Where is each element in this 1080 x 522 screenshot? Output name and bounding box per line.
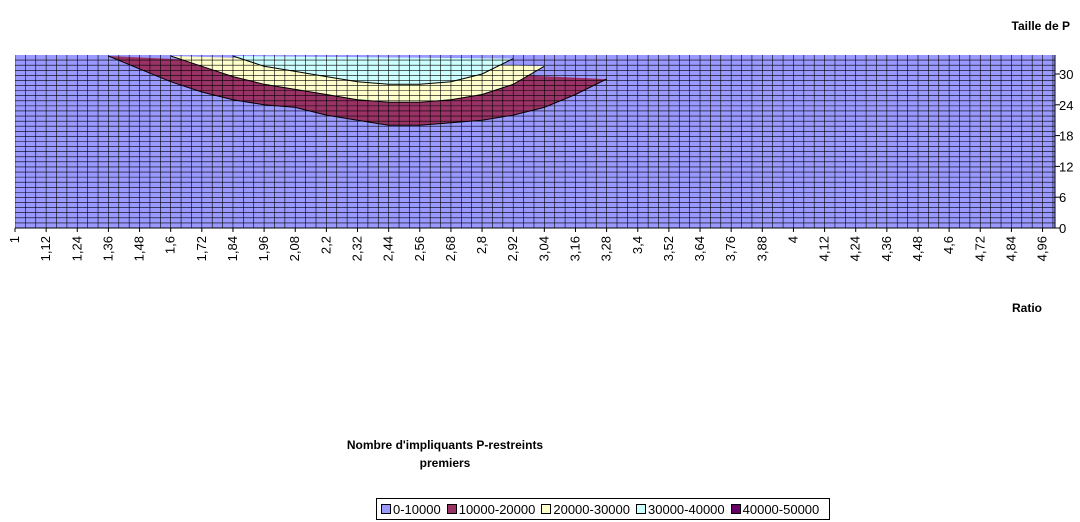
- x-tick-label: 1: [7, 236, 22, 243]
- x-tick-label: 4,48: [910, 236, 925, 261]
- legend-label: 40000-50000: [742, 501, 820, 517]
- x-tick-label: 2,44: [381, 236, 396, 261]
- x-tick-label: 3,28: [599, 236, 614, 261]
- legend-label: 10000-20000: [458, 501, 536, 517]
- y-tick-label: 12: [1059, 159, 1073, 174]
- x-tick-label: 4,36: [879, 236, 894, 261]
- legend-label: 0-10000: [393, 501, 441, 517]
- legend-swatch: [636, 504, 646, 514]
- legend: 0-10000 10000-20000 20000-30000 30000-40000…: [376, 498, 831, 520]
- legend-item: 10000-20000: [446, 501, 536, 517]
- x-tick-label: 4,12: [817, 236, 832, 261]
- x-tick-label: 4,72: [972, 236, 987, 261]
- y-tick-label: 30: [1059, 67, 1073, 82]
- x-tick-label: 3,64: [692, 236, 707, 261]
- x-tick-label: 3,04: [536, 236, 551, 261]
- legend-item: 20000-30000: [541, 502, 630, 517]
- legend-swatch: [381, 504, 391, 514]
- legend-item: 40000-50000: [730, 501, 820, 517]
- legend-title: Nombre d'impliquants P-restreints premie…: [346, 438, 544, 470]
- legend-label: 20000-30000: [553, 501, 630, 517]
- x-tick-label: 4: [785, 236, 800, 243]
- x-tick-label: 3,88: [754, 236, 769, 261]
- x-tick-label: 3,4: [630, 236, 645, 254]
- y-tick-label: 6: [1059, 190, 1066, 205]
- legend-swatch: [730, 504, 741, 514]
- x-tick-label: 1,72: [194, 236, 209, 261]
- legend-swatch: [446, 504, 457, 514]
- legend-item: 0-10000: [381, 502, 441, 517]
- y-axis-title: Taille de P: [1012, 19, 1070, 33]
- x-tick-label: 3,52: [661, 236, 676, 261]
- legend-label: 30000-40000: [648, 501, 725, 517]
- x-tick-label: 2,8: [474, 236, 489, 254]
- x-tick-label: 2,68: [443, 236, 458, 261]
- x-tick-label: 4,96: [1035, 236, 1050, 261]
- x-tick-label: 2,92: [505, 236, 520, 261]
- x-tick-label: 1,36: [100, 236, 115, 261]
- band-boundary: [232, 55, 514, 85]
- x-tick-label: 1,84: [225, 236, 240, 261]
- x-tick-label: 3,16: [567, 236, 582, 261]
- legend-item: 30000-40000: [636, 502, 725, 517]
- x-tick-label: 4,24: [848, 236, 863, 261]
- x-tick-label: 2,32: [350, 236, 365, 261]
- x-tick-label: 2,2: [318, 236, 333, 254]
- x-tick-label: 1,96: [256, 236, 271, 261]
- plot-area: [15, 55, 1055, 228]
- x-tick-label: 3,76: [723, 236, 738, 261]
- x-tick-label: 4,6: [941, 236, 956, 254]
- axes: 0 6 12 18 24 30 1 1,12 1,24 1,36 1,48 1,6 1,72 1,84 1,…: [7, 55, 1073, 261]
- legend-swatch: [541, 504, 552, 514]
- x-tick-label: 1,6: [163, 236, 178, 254]
- x-tick-label: 1,12: [38, 236, 53, 261]
- x-tick-label: 4,84: [1003, 236, 1018, 261]
- y-tick-label: 0: [1059, 221, 1066, 236]
- x-tick-label: 2,08: [287, 236, 302, 261]
- x-tick-label: 2,56: [412, 236, 427, 261]
- x-tick-label: 1,48: [132, 236, 147, 261]
- y-tick-label: 18: [1059, 129, 1073, 144]
- y-tick-label: 24: [1059, 98, 1073, 113]
- x-tick-label: 1,24: [69, 236, 84, 261]
- x-axis-title: Ratio: [1012, 301, 1042, 315]
